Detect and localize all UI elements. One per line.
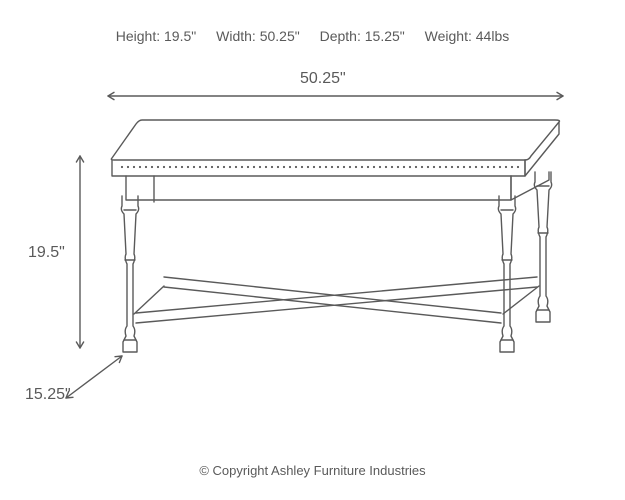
copyright-text: © Copyright Ashley Furniture Industries (0, 463, 625, 478)
bench-diagram (0, 0, 625, 500)
